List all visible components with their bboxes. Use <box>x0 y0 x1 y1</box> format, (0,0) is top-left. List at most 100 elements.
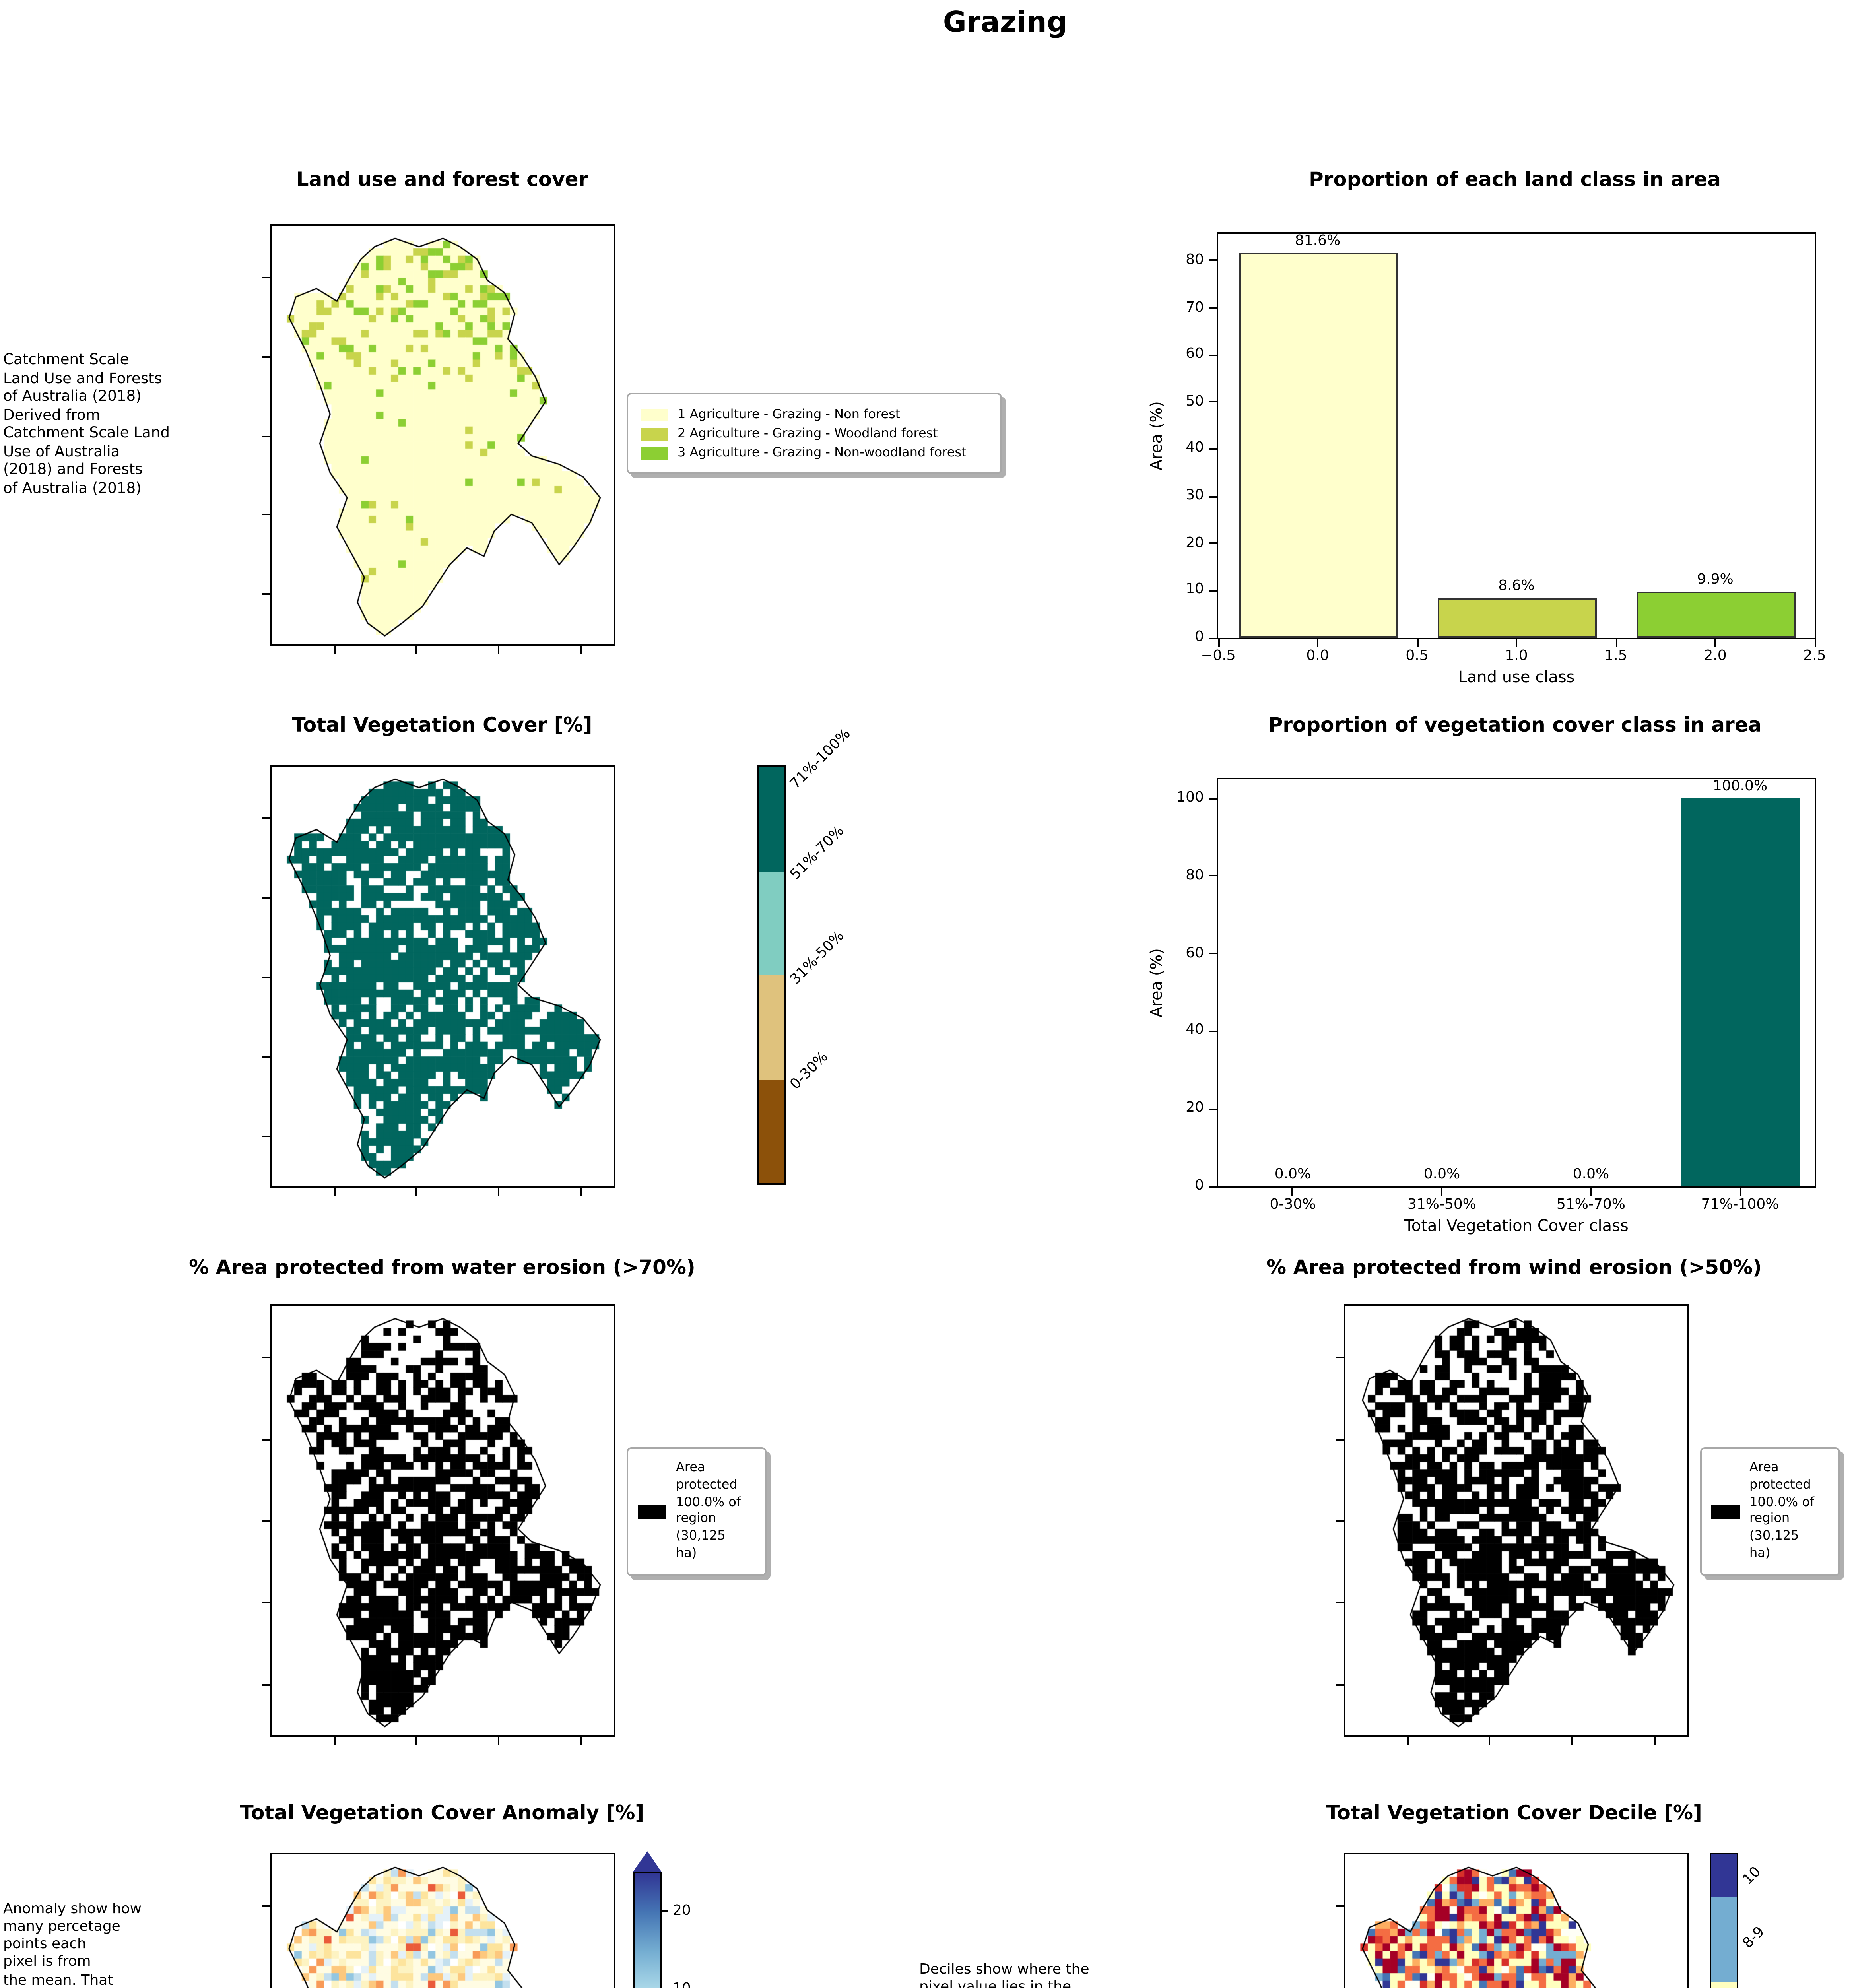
vegcover-colorbar <box>757 765 786 1185</box>
y-tick-mark <box>1209 1030 1217 1032</box>
map-tick <box>415 1188 417 1196</box>
decile-caption: Deciles show where the pixel value lies … <box>919 1963 1089 1988</box>
map-tick <box>262 1683 270 1685</box>
map-tick <box>333 646 335 654</box>
map-tick <box>1336 1683 1344 1685</box>
y-tick-mark <box>1209 1108 1217 1110</box>
vegcover-map <box>262 765 615 1196</box>
anomaly-colorbar-top-arrow <box>633 1851 662 1872</box>
wind-erosion-map-canvas <box>1345 1306 1687 1735</box>
map-tick <box>262 276 270 278</box>
landuse-map-title: Land use and forest cover <box>296 167 588 191</box>
map-tick <box>580 1737 581 1745</box>
x-tick-mark <box>1217 639 1219 647</box>
colorbar-segment <box>759 871 784 975</box>
anomaly-map <box>262 1853 615 1988</box>
map-tick <box>497 1188 499 1196</box>
bar-value-label: 0.0% <box>1274 1167 1311 1183</box>
landuse-map-canvas <box>272 226 614 644</box>
map-tick <box>415 1737 417 1745</box>
anomaly-colorbar <box>633 1872 662 1988</box>
map-tick <box>262 1520 270 1522</box>
y-tick-mark <box>1209 637 1217 639</box>
map-tick <box>262 1136 270 1138</box>
map-tick <box>262 1357 270 1359</box>
y-axis-label: Area (%) <box>1149 401 1167 470</box>
decile-map <box>1336 1853 1689 1988</box>
legend-swatch <box>641 408 668 421</box>
y-tick-mark <box>1209 590 1217 592</box>
map-tick <box>497 1737 499 1745</box>
y-tick-label: 60 <box>1186 347 1204 363</box>
y-tick-label: 0 <box>1195 1178 1204 1194</box>
x-tick-mark <box>1516 639 1517 647</box>
vegclass-chart-title: Proportion of vegetation cover class in … <box>1268 712 1762 736</box>
map-tick <box>262 514 270 516</box>
colorbar-label: 0-30% <box>788 1049 832 1094</box>
legend-entry: 2 Agriculture - Grazing - Woodland fores… <box>641 426 988 441</box>
x-tick-mark <box>1615 639 1617 647</box>
x-tick-label: 2.5 <box>1803 649 1826 665</box>
y-tick-label: 20 <box>1186 1101 1204 1117</box>
map-tick <box>1336 1357 1344 1359</box>
colorbar-tick-label: 10 <box>673 1981 691 1988</box>
x-axis-label: Total Vegetation Cover class <box>1404 1218 1629 1236</box>
y-tick-label: 0 <box>1195 630 1204 646</box>
y-tick-label: 10 <box>1186 582 1204 599</box>
x-tick-mark <box>1739 1188 1741 1196</box>
y-tick-mark <box>1209 953 1217 955</box>
x-tick-label: 0.0 <box>1306 649 1329 665</box>
y-tick-mark <box>1209 798 1217 800</box>
landuse-legend: 1 Agriculture - Grazing - Non forest 2 Ag… <box>627 393 1002 474</box>
map-tick <box>262 355 270 357</box>
bar <box>1437 597 1596 638</box>
x-tick-label: 0-30% <box>1270 1198 1316 1213</box>
bar <box>1680 798 1800 1186</box>
bar-value-label: 100.0% <box>1712 779 1768 796</box>
wind-protected-legend-text: Area protected 100.0% of region (30,125 … <box>1749 1460 1815 1560</box>
y-tick-label: 20 <box>1186 535 1204 551</box>
vegcover-map-canvas <box>272 767 614 1186</box>
x-tick-mark <box>1590 1188 1592 1196</box>
legend-label: 3 Agriculture - Grazing - Non-woodland f… <box>678 445 967 460</box>
map-tick <box>580 646 581 654</box>
bar-value-label: 0.0% <box>1573 1167 1609 1183</box>
page-title: Grazing <box>943 6 1068 40</box>
y-tick-label: 70 <box>1186 300 1204 316</box>
map-tick <box>333 1737 335 1745</box>
map-tick <box>262 817 270 819</box>
y-tick-label: 40 <box>1186 1023 1204 1039</box>
y-tick-label: 80 <box>1186 868 1204 884</box>
y-tick-mark <box>1209 307 1217 309</box>
colorbar-label: 51%-70% <box>788 823 848 884</box>
vegcover-map-title: Total Vegetation Cover [%] <box>292 712 592 736</box>
decile-colorbar <box>1710 1853 1738 1988</box>
x-tick-mark <box>1814 639 1815 647</box>
colorbar-tick-label: 20 <box>673 1903 691 1919</box>
map-tick <box>1571 1737 1573 1745</box>
x-tick-label: 1.5 <box>1604 649 1627 665</box>
x-tick-label: 51%-70% <box>1556 1198 1626 1213</box>
water-protected-legend-text: Area protected 100.0% of region (30,125 … <box>676 1460 741 1560</box>
map-tick <box>262 1602 270 1604</box>
colorbar-label: 10 <box>1740 1864 1765 1888</box>
map-tick <box>262 1056 270 1058</box>
bar-value-label: 0.0% <box>1423 1167 1460 1183</box>
bar <box>1238 253 1397 638</box>
wind-erosion-title: % Area protected from wind erosion (>50%… <box>1266 1255 1762 1279</box>
decile-map-title: Total Vegetation Cover Decile [%] <box>1326 1800 1702 1824</box>
legend-swatch <box>641 446 668 459</box>
y-tick-mark <box>1209 542 1217 544</box>
map-tick <box>415 646 417 654</box>
map-tick <box>1336 1602 1344 1604</box>
x-tick-label: 0.5 <box>1406 649 1429 665</box>
water-erosion-map <box>262 1304 615 1745</box>
x-tick-mark <box>1317 639 1318 647</box>
map-tick <box>1336 1906 1344 1908</box>
y-tick-label: 50 <box>1186 394 1204 410</box>
water-protected-swatch <box>638 1504 666 1519</box>
y-tick-label: 40 <box>1186 441 1204 457</box>
y-axis-label: Area (%) <box>1149 948 1167 1017</box>
decile-map-canvas <box>1345 1854 1687 1988</box>
